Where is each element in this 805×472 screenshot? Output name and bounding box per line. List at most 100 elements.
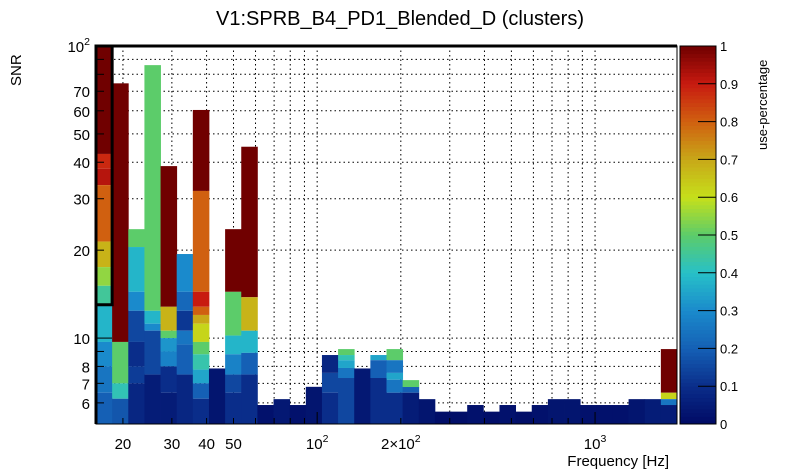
heatmap-cell: [467, 405, 484, 424]
x-tick-label: 102: [306, 433, 329, 453]
heatmap-cell: [370, 378, 387, 424]
colorbar-segment: [680, 159, 716, 164]
colorbar-segment: [680, 246, 716, 251]
colorbar-segment: [680, 197, 716, 202]
x-tick-label: 2×102: [381, 433, 421, 453]
colorbar-segment: [680, 144, 716, 149]
heatmap-cell: [225, 354, 242, 375]
heatmap-cell: [338, 360, 355, 368]
colorbar-segment: [680, 371, 716, 376]
heatmap-cell: [192, 398, 210, 424]
heatmap-cell: [321, 355, 339, 373]
colorbar-segment: [680, 132, 716, 138]
colorbar-segment: [680, 378, 716, 383]
colorbar-segment: [680, 257, 716, 262]
colorbar-segment: [680, 325, 716, 330]
heatmap-cell: [660, 405, 678, 424]
colorbar-segment: [680, 87, 716, 92]
colorbar-tick-label: 0: [720, 417, 727, 432]
colorbar-segment: [680, 303, 716, 308]
colorbar-segment: [680, 367, 716, 372]
colorbar-segment: [680, 340, 716, 346]
heatmap-cell: [418, 399, 436, 424]
colorbar-segment: [680, 238, 716, 244]
heatmap-cell: [499, 405, 517, 424]
heatmap-cell: [144, 330, 161, 375]
colorbar-segment: [680, 189, 716, 194]
colorbar-segment: [680, 318, 716, 323]
y-axis: 6 78 10 20 30 40 50 60 70 102: [67, 36, 112, 413]
heatmap-cell: [96, 46, 113, 154]
heatmap-cell: [192, 354, 210, 370]
y-tick-label: 7: [82, 376, 90, 393]
colorbar-segment: [680, 261, 716, 266]
heatmap-cell: [96, 285, 113, 305]
heatmap-cell: [564, 399, 581, 424]
colorbar-segment: [680, 382, 716, 387]
colorbar-segment: [680, 272, 716, 278]
grid-lines: [96, 46, 677, 424]
colorbar-segment: [680, 287, 716, 293]
heatmap-cell: [321, 392, 339, 424]
colorbar-segment: [680, 344, 716, 349]
y-tick-label: 102: [67, 36, 90, 56]
heatmap-cell: [257, 405, 274, 424]
heatmap-cell: [96, 341, 113, 367]
heatmap-cell: [644, 399, 662, 424]
colorbar-segment: [680, 235, 716, 240]
colorbar-segment: [680, 393, 716, 399]
colorbar-segment: [680, 117, 716, 123]
colorbar-segment: [680, 136, 716, 141]
heatmap-cell: [660, 349, 678, 393]
heatmap-cell: [176, 374, 194, 424]
heatmap-cell: [241, 297, 258, 331]
heatmap-cell: [547, 399, 565, 424]
colorbar-segment: [680, 352, 716, 357]
colorbar-segment: [680, 61, 716, 66]
colorbar-segment: [680, 98, 716, 104]
heatmap-cell: [386, 349, 404, 361]
heatmap-cell: [596, 405, 613, 424]
colorbar-tick-label: 0.8: [720, 115, 738, 130]
colorbar-segment: [680, 80, 716, 85]
heatmap-cell: [96, 241, 113, 268]
y-tick-label: 70: [73, 84, 90, 101]
colorbar-segment: [680, 223, 716, 228]
colorbar-segment: [680, 306, 716, 312]
y-tick-label: 20: [73, 243, 90, 260]
y-tick-label: 40: [73, 155, 90, 172]
heatmap-cell: [660, 392, 678, 400]
superscript: 2: [415, 433, 421, 445]
colorbar-segment: [680, 314, 716, 319]
colorbar-segment: [680, 420, 716, 425]
heatmap-cell: [612, 405, 629, 424]
colorbar-tick-label: 0.4: [720, 266, 738, 281]
colorbar-segment: [680, 106, 716, 111]
heatmap-cell: [144, 323, 161, 331]
heatmap-cell: [225, 374, 242, 393]
heatmap-cell: [128, 291, 145, 311]
heatmap-cell: [176, 310, 194, 331]
colorbar-segment: [680, 212, 716, 217]
colorbar-segment: [680, 321, 716, 327]
colorbar-segment: [680, 359, 716, 365]
superscript: 2: [84, 36, 90, 48]
heatmap-cell: [160, 351, 178, 367]
heatmap-cell: [241, 330, 258, 353]
heatmap-cell: [338, 349, 355, 356]
colorbar-segment: [680, 253, 716, 259]
heatmap-cell: [386, 379, 404, 393]
heatmap-cell: [96, 185, 113, 242]
colorbar-segment: [680, 148, 716, 153]
colorbar-segment: [680, 110, 716, 115]
colorbar-segment: [680, 310, 716, 315]
colorbar-label: use-percentage: [755, 60, 770, 150]
heatmap-cell: [531, 405, 549, 424]
colorbar-segment: [680, 401, 716, 406]
heatmap-cell: [192, 323, 210, 342]
colorbar-segment: [680, 329, 716, 334]
colorbar-segment: [680, 355, 716, 361]
colorbar-tick-label: 0.9: [720, 77, 738, 92]
heatmap-cell: [192, 190, 210, 292]
colorbar-segment: [680, 95, 716, 100]
